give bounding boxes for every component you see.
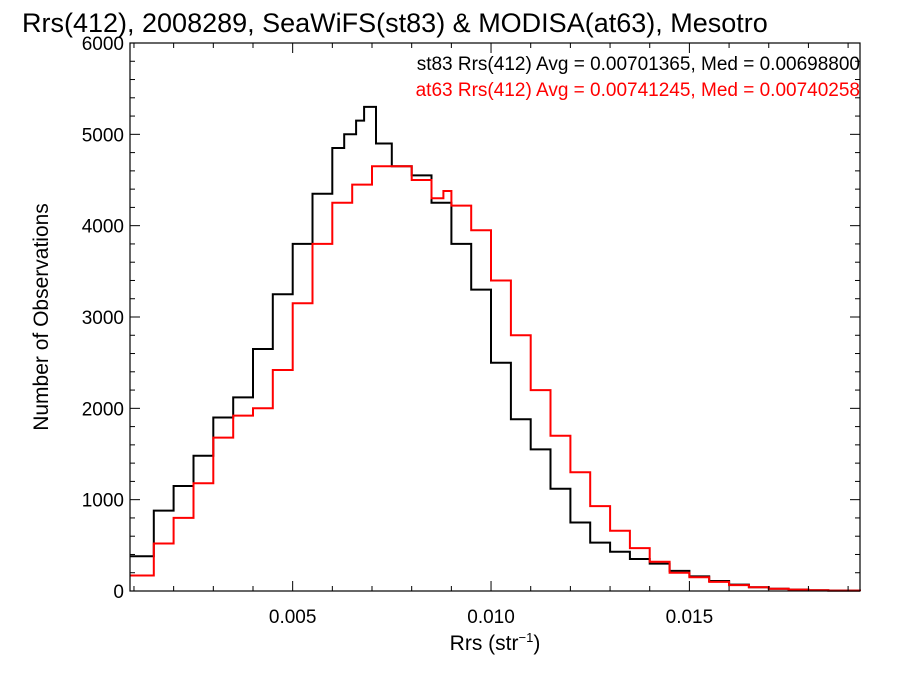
- annotation-at63: at63 Rrs(412) Avg = 0.00741245, Med = 0.…: [416, 80, 860, 101]
- y-tick-label: 2000: [82, 399, 124, 420]
- tick-group: [130, 42, 860, 592]
- x-axis-label-main: Rrs (str: [450, 632, 519, 655]
- plot-frame: [129, 42, 861, 592]
- y-tick-label: 3000: [82, 308, 124, 329]
- annotation-st83: st83 Rrs(412) Avg = 0.00701365, Med = 0.…: [417, 54, 860, 75]
- y-tick-label: 5000: [82, 125, 124, 146]
- x-axis-label: Rrs (str−1): [450, 630, 541, 655]
- x-tick-label: 0.005: [269, 607, 317, 628]
- tick-label-group: 0 1000 2000 3000 4000 5000 6000 0.005 0.010 0.015: [82, 34, 713, 628]
- series-line-0: [130, 105, 861, 592]
- series-group: [130, 105, 861, 592]
- x-tick-label: 0.010: [467, 607, 515, 628]
- x-axis-label-sup: −1: [519, 630, 534, 645]
- series-line-1: [130, 165, 861, 592]
- y-axis-label: Number of Observations: [30, 203, 53, 431]
- x-tick-label: 0.015: [666, 607, 714, 628]
- chart-title: Rrs(412), 2008289, SeaWiFS(st83) & MODIS…: [22, 8, 768, 38]
- x-axis-label-end: ): [533, 632, 540, 655]
- y-tick-label: 4000: [82, 217, 124, 238]
- y-tick-label: 6000: [82, 34, 124, 55]
- y-tick-label: 0: [113, 582, 124, 603]
- y-tick-label: 1000: [82, 491, 124, 512]
